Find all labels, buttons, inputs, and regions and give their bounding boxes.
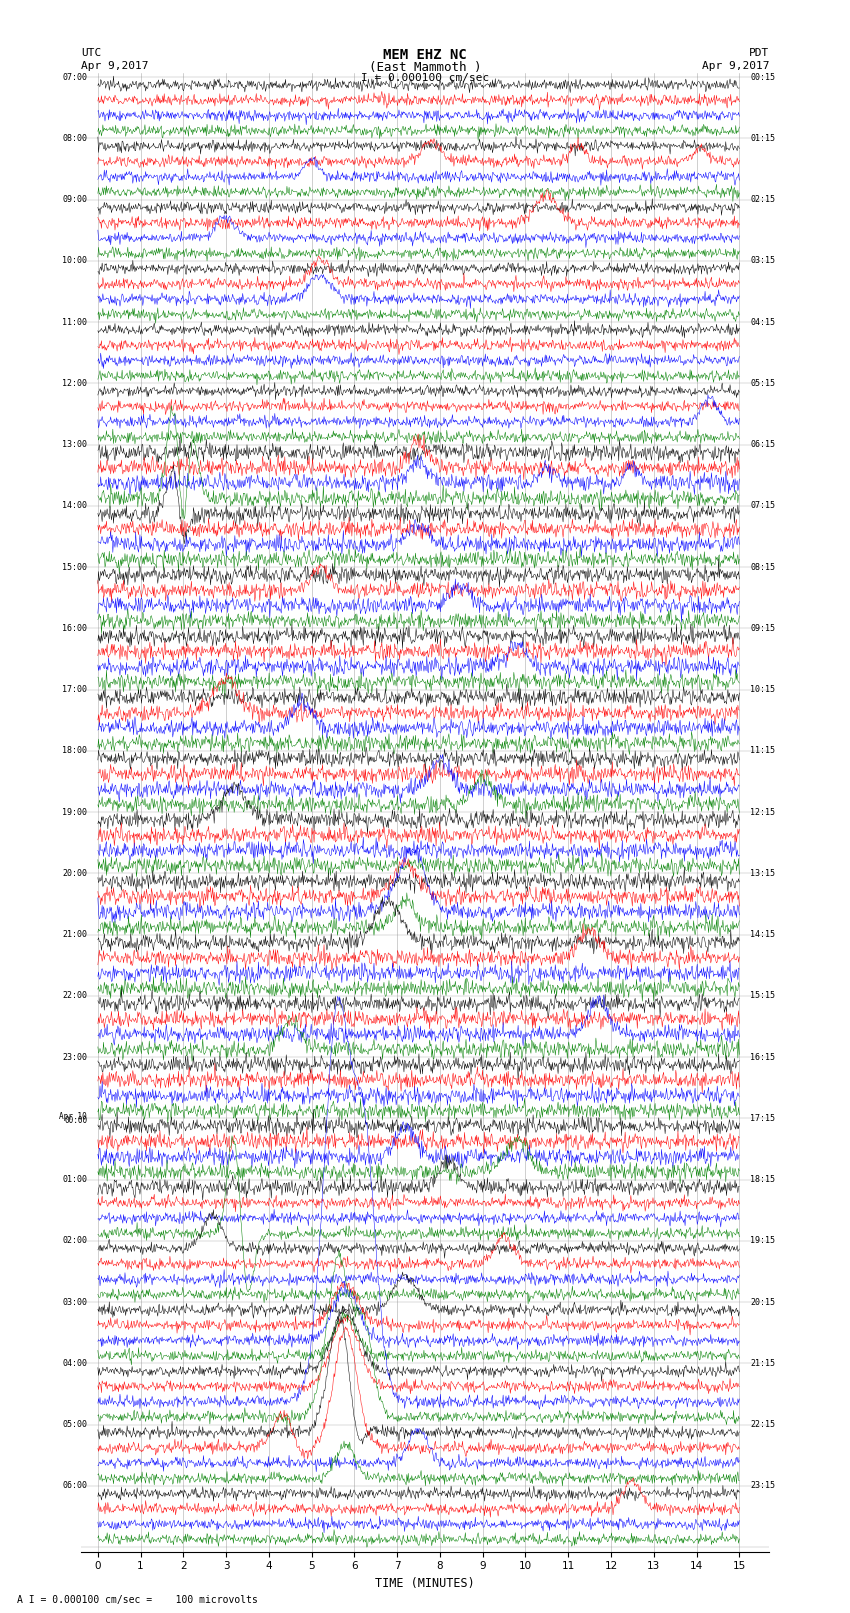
Text: 14:15: 14:15 — [750, 931, 775, 939]
Text: 03:15: 03:15 — [750, 256, 775, 266]
Text: 22:00: 22:00 — [62, 992, 88, 1000]
Text: 05:00: 05:00 — [62, 1419, 88, 1429]
Text: (East Mammoth ): (East Mammoth ) — [369, 61, 481, 74]
Text: 23:15: 23:15 — [750, 1481, 775, 1490]
Text: Apr 10: Apr 10 — [60, 1111, 88, 1121]
Text: 18:00: 18:00 — [62, 747, 88, 755]
Text: 21:15: 21:15 — [750, 1358, 775, 1368]
Text: MEM EHZ NC: MEM EHZ NC — [383, 48, 467, 63]
Text: 09:15: 09:15 — [750, 624, 775, 632]
Text: 06:00: 06:00 — [62, 1481, 88, 1490]
Text: 00:15: 00:15 — [750, 73, 775, 82]
Text: 05:15: 05:15 — [750, 379, 775, 387]
Text: 09:00: 09:00 — [62, 195, 88, 205]
Text: 08:15: 08:15 — [750, 563, 775, 571]
Text: A I = 0.000100 cm/sec =    100 microvolts: A I = 0.000100 cm/sec = 100 microvolts — [17, 1595, 258, 1605]
Text: 01:00: 01:00 — [62, 1176, 88, 1184]
Text: 20:15: 20:15 — [750, 1297, 775, 1307]
Text: 22:15: 22:15 — [750, 1419, 775, 1429]
Text: 18:15: 18:15 — [750, 1176, 775, 1184]
Text: 00:00: 00:00 — [64, 1116, 88, 1126]
Text: 23:00: 23:00 — [62, 1053, 88, 1061]
Text: Apr 9,2017: Apr 9,2017 — [81, 61, 148, 71]
Text: 06:15: 06:15 — [750, 440, 775, 448]
Text: 13:00: 13:00 — [62, 440, 88, 448]
Text: 02:00: 02:00 — [62, 1237, 88, 1245]
Text: UTC: UTC — [81, 48, 101, 58]
Text: 03:00: 03:00 — [62, 1297, 88, 1307]
Text: 12:00: 12:00 — [62, 379, 88, 387]
X-axis label: TIME (MINUTES): TIME (MINUTES) — [375, 1578, 475, 1590]
Text: 15:00: 15:00 — [62, 563, 88, 571]
Text: PDT: PDT — [749, 48, 769, 58]
Text: 11:00: 11:00 — [62, 318, 88, 327]
Text: I = 0.000100 cm/sec: I = 0.000100 cm/sec — [361, 73, 489, 82]
Text: 15:15: 15:15 — [750, 992, 775, 1000]
Text: 16:15: 16:15 — [750, 1053, 775, 1061]
Text: 04:00: 04:00 — [62, 1358, 88, 1368]
Text: 08:00: 08:00 — [62, 134, 88, 144]
Text: 17:15: 17:15 — [750, 1115, 775, 1123]
Text: 21:00: 21:00 — [62, 931, 88, 939]
Text: 14:00: 14:00 — [62, 502, 88, 510]
Text: 16:00: 16:00 — [62, 624, 88, 632]
Text: 01:15: 01:15 — [750, 134, 775, 144]
Text: 19:00: 19:00 — [62, 808, 88, 816]
Text: 10:00: 10:00 — [62, 256, 88, 266]
Text: 11:15: 11:15 — [750, 747, 775, 755]
Text: 10:15: 10:15 — [750, 686, 775, 694]
Text: 13:15: 13:15 — [750, 869, 775, 877]
Text: 07:15: 07:15 — [750, 502, 775, 510]
Text: 12:15: 12:15 — [750, 808, 775, 816]
Text: 19:15: 19:15 — [750, 1237, 775, 1245]
Text: 17:00: 17:00 — [62, 686, 88, 694]
Text: 04:15: 04:15 — [750, 318, 775, 327]
Text: 02:15: 02:15 — [750, 195, 775, 205]
Text: 07:00: 07:00 — [62, 73, 88, 82]
Text: 20:00: 20:00 — [62, 869, 88, 877]
Text: Apr 9,2017: Apr 9,2017 — [702, 61, 769, 71]
